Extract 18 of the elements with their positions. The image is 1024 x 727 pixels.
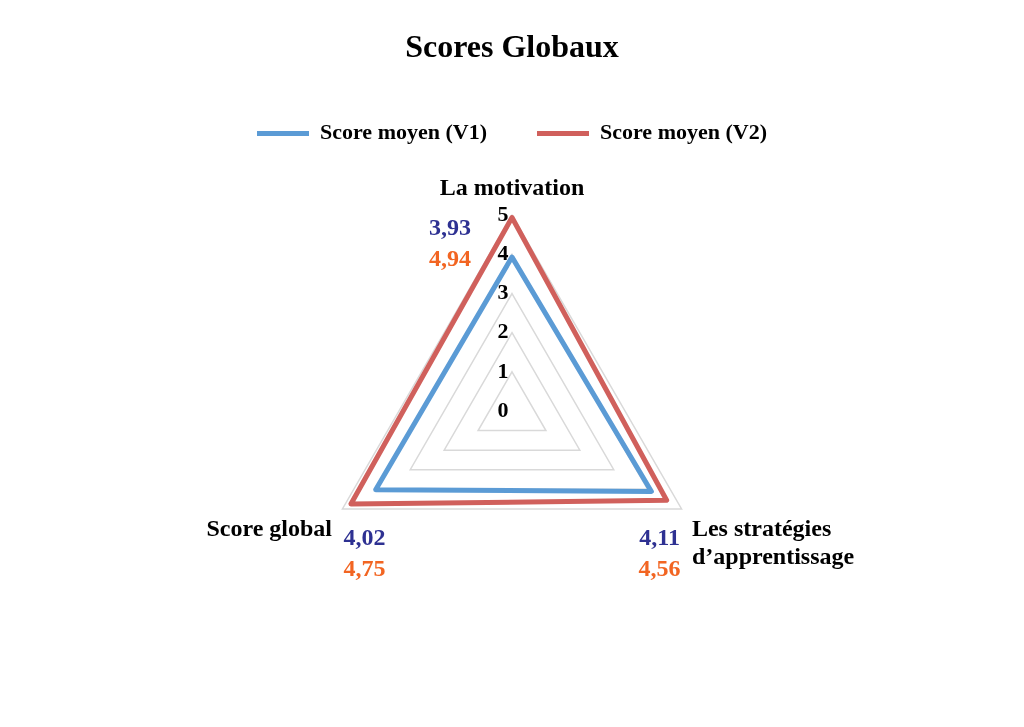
y-tick-label: 1 <box>497 357 509 383</box>
data-label: 4,75 <box>343 555 386 582</box>
y-tick-label: 3 <box>497 279 509 305</box>
legend-label: Score moyen (V2) <box>600 119 767 145</box>
data-label: 4,56 <box>638 555 681 582</box>
y-tick-label: 2 <box>497 318 509 344</box>
y-tick-label: 0 <box>497 396 509 422</box>
data-label: 3,93 <box>429 214 471 241</box>
data-label: 4,94 <box>429 245 471 272</box>
spoke-label: La motivation <box>439 174 585 200</box>
y-tick-label: 5 <box>497 200 509 226</box>
data-label: 4,11 <box>639 524 680 551</box>
chart-title: Scores Globaux <box>405 28 619 65</box>
y-tick-label: 4 <box>497 240 509 266</box>
data-label: 4,02 <box>343 524 386 551</box>
spoke-label: Score global <box>206 514 333 541</box>
legend-label: Score moyen (V1) <box>320 119 487 145</box>
spoke-label: Les stratégies d’apprentissage <box>691 514 855 570</box>
